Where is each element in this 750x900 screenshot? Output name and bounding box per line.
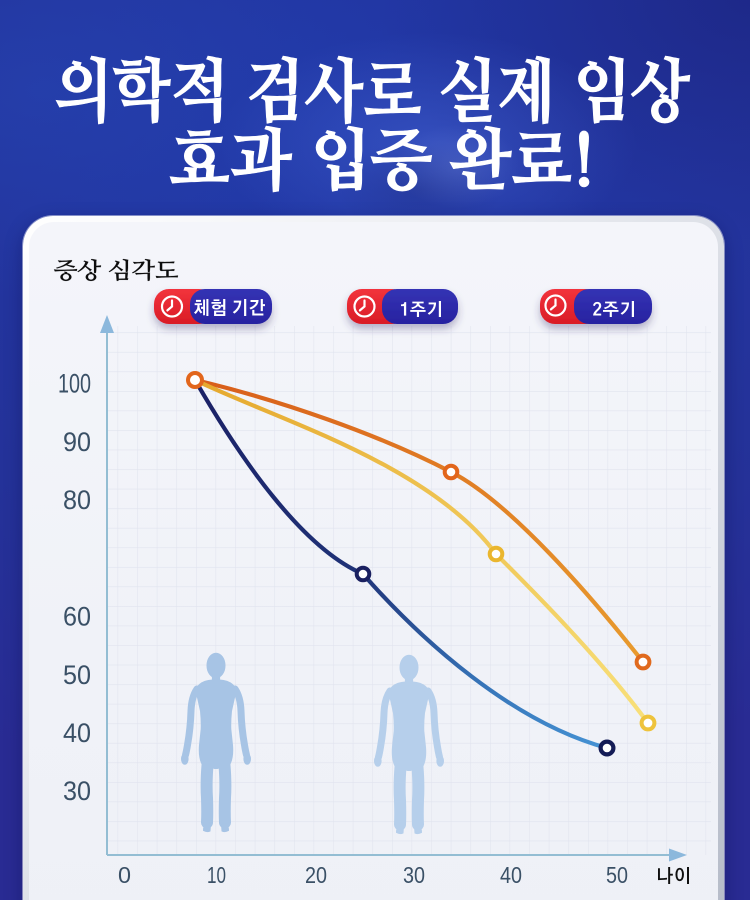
svg-text:80: 80: [63, 485, 91, 515]
svg-text:30: 30: [403, 862, 425, 888]
svg-text:10: 10: [207, 862, 226, 888]
svg-text:40: 40: [500, 862, 522, 888]
svg-text:0: 0: [118, 862, 131, 888]
svg-text:50: 50: [606, 862, 628, 888]
svg-text:100: 100: [58, 369, 91, 399]
svg-text:90: 90: [63, 427, 91, 457]
svg-text:30: 30: [63, 776, 91, 806]
svg-text:20: 20: [305, 862, 327, 888]
svg-text:50: 50: [63, 660, 91, 690]
svg-text:40: 40: [63, 718, 91, 748]
svg-text:60: 60: [63, 602, 91, 632]
